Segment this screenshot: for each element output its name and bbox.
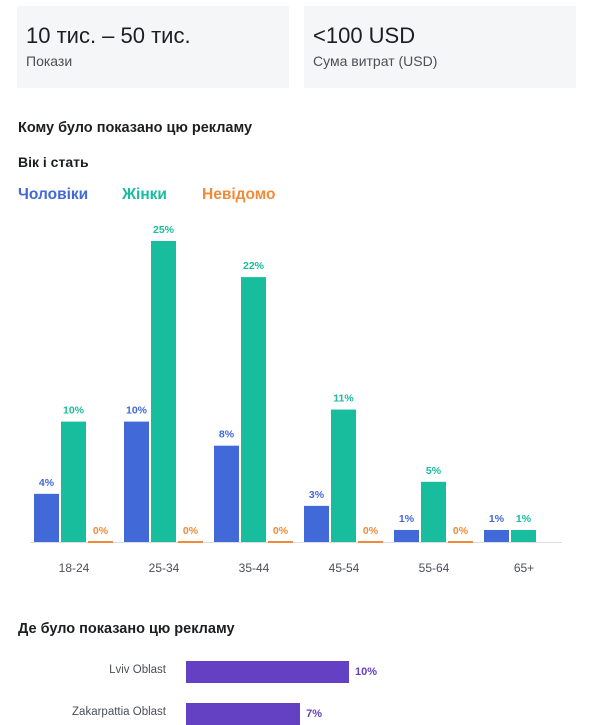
bar-unknown-45-54: [358, 541, 383, 543]
bar-unknown-35-44: [268, 541, 293, 543]
x-tick-label: 65+: [514, 561, 534, 575]
data-label-men-25-34: 10%: [126, 405, 148, 417]
audience-title: Кому було показано цю рекламу: [18, 120, 253, 136]
data-label-women-18-24: 10%: [63, 405, 85, 417]
legend-women: Жінки: [122, 186, 167, 203]
data-label-unknown-35-44: 0%: [273, 525, 289, 537]
bar-unknown-25-34: [178, 541, 203, 543]
region-label: Zakarpattia Oblast: [72, 706, 166, 718]
bar-women-55-64: [421, 481, 446, 542]
bar-men-55-64: [394, 529, 419, 542]
data-label-unknown-45-54: 0%: [363, 525, 379, 537]
data-label-men-18-24: 4%: [39, 477, 55, 489]
data-label-women-25-34: 25%: [153, 224, 175, 236]
x-tick-label: 25-34: [149, 561, 180, 575]
legend-unknown: Невідомо: [202, 186, 276, 203]
bar-women-65+: [511, 529, 536, 542]
spend-label: Сума витрат (USD): [313, 53, 438, 69]
region-value: 10%: [355, 666, 378, 678]
bar-women-18-24: [61, 421, 86, 542]
bar-men-25-34: [124, 421, 149, 542]
bar-unknown-55-64: [448, 541, 473, 543]
data-label-unknown-18-24: 0%: [93, 525, 109, 537]
region-bar: [186, 661, 349, 683]
location-title: Де було показано цю рекламу: [18, 621, 235, 637]
x-tick-label: 18-24: [59, 561, 90, 575]
age-gender-chart: 4% 10% 0% 18-24 10% 25% 0% 25-34 8% 22% 0% 35-44 3% 1…: [30, 224, 562, 575]
data-label-women-45-54: 11%: [333, 393, 354, 405]
age-gender-subtitle: Вік і стать: [18, 154, 89, 170]
bar-men-65+: [484, 529, 509, 542]
x-tick-label: 55-64: [419, 561, 450, 575]
impressions-card: 10 тис. – 50 тис. Покази: [17, 6, 289, 88]
bar-women-45-54: [331, 409, 356, 542]
impressions-label: Покази: [26, 53, 73, 69]
spend-card: <100 USD Сума витрат (USD): [304, 6, 576, 88]
data-label-men-35-44: 8%: [219, 429, 235, 441]
region-value: 7%: [306, 708, 322, 720]
data-label-unknown-25-34: 0%: [183, 525, 199, 537]
region-label: Lviv Oblast: [109, 664, 166, 676]
x-tick-label: 35-44: [239, 561, 270, 575]
bar-unknown-18-24: [88, 541, 113, 543]
data-label-women-65+: 1%: [516, 513, 532, 525]
bar-men-45-54: [304, 505, 329, 542]
data-label-men-65+: 1%: [489, 513, 505, 525]
region-bar: [186, 703, 301, 725]
data-label-women-35-44: 22%: [243, 260, 265, 272]
data-label-women-55-64: 5%: [426, 465, 442, 477]
bar-men-35-44: [214, 445, 239, 542]
bar-men-18-24: [34, 493, 59, 542]
data-label-unknown-55-64: 0%: [453, 525, 469, 537]
bar-women-25-34: [151, 241, 176, 542]
spend-value: <100 USD: [313, 23, 416, 48]
legend-men: Чоловіки: [18, 186, 89, 203]
bar-women-35-44: [241, 277, 266, 542]
data-label-men-45-54: 3%: [309, 489, 325, 501]
data-label-men-55-64: 1%: [399, 513, 415, 525]
x-tick-label: 45-54: [329, 561, 360, 575]
impressions-value: 10 тис. – 50 тис.: [26, 23, 191, 48]
